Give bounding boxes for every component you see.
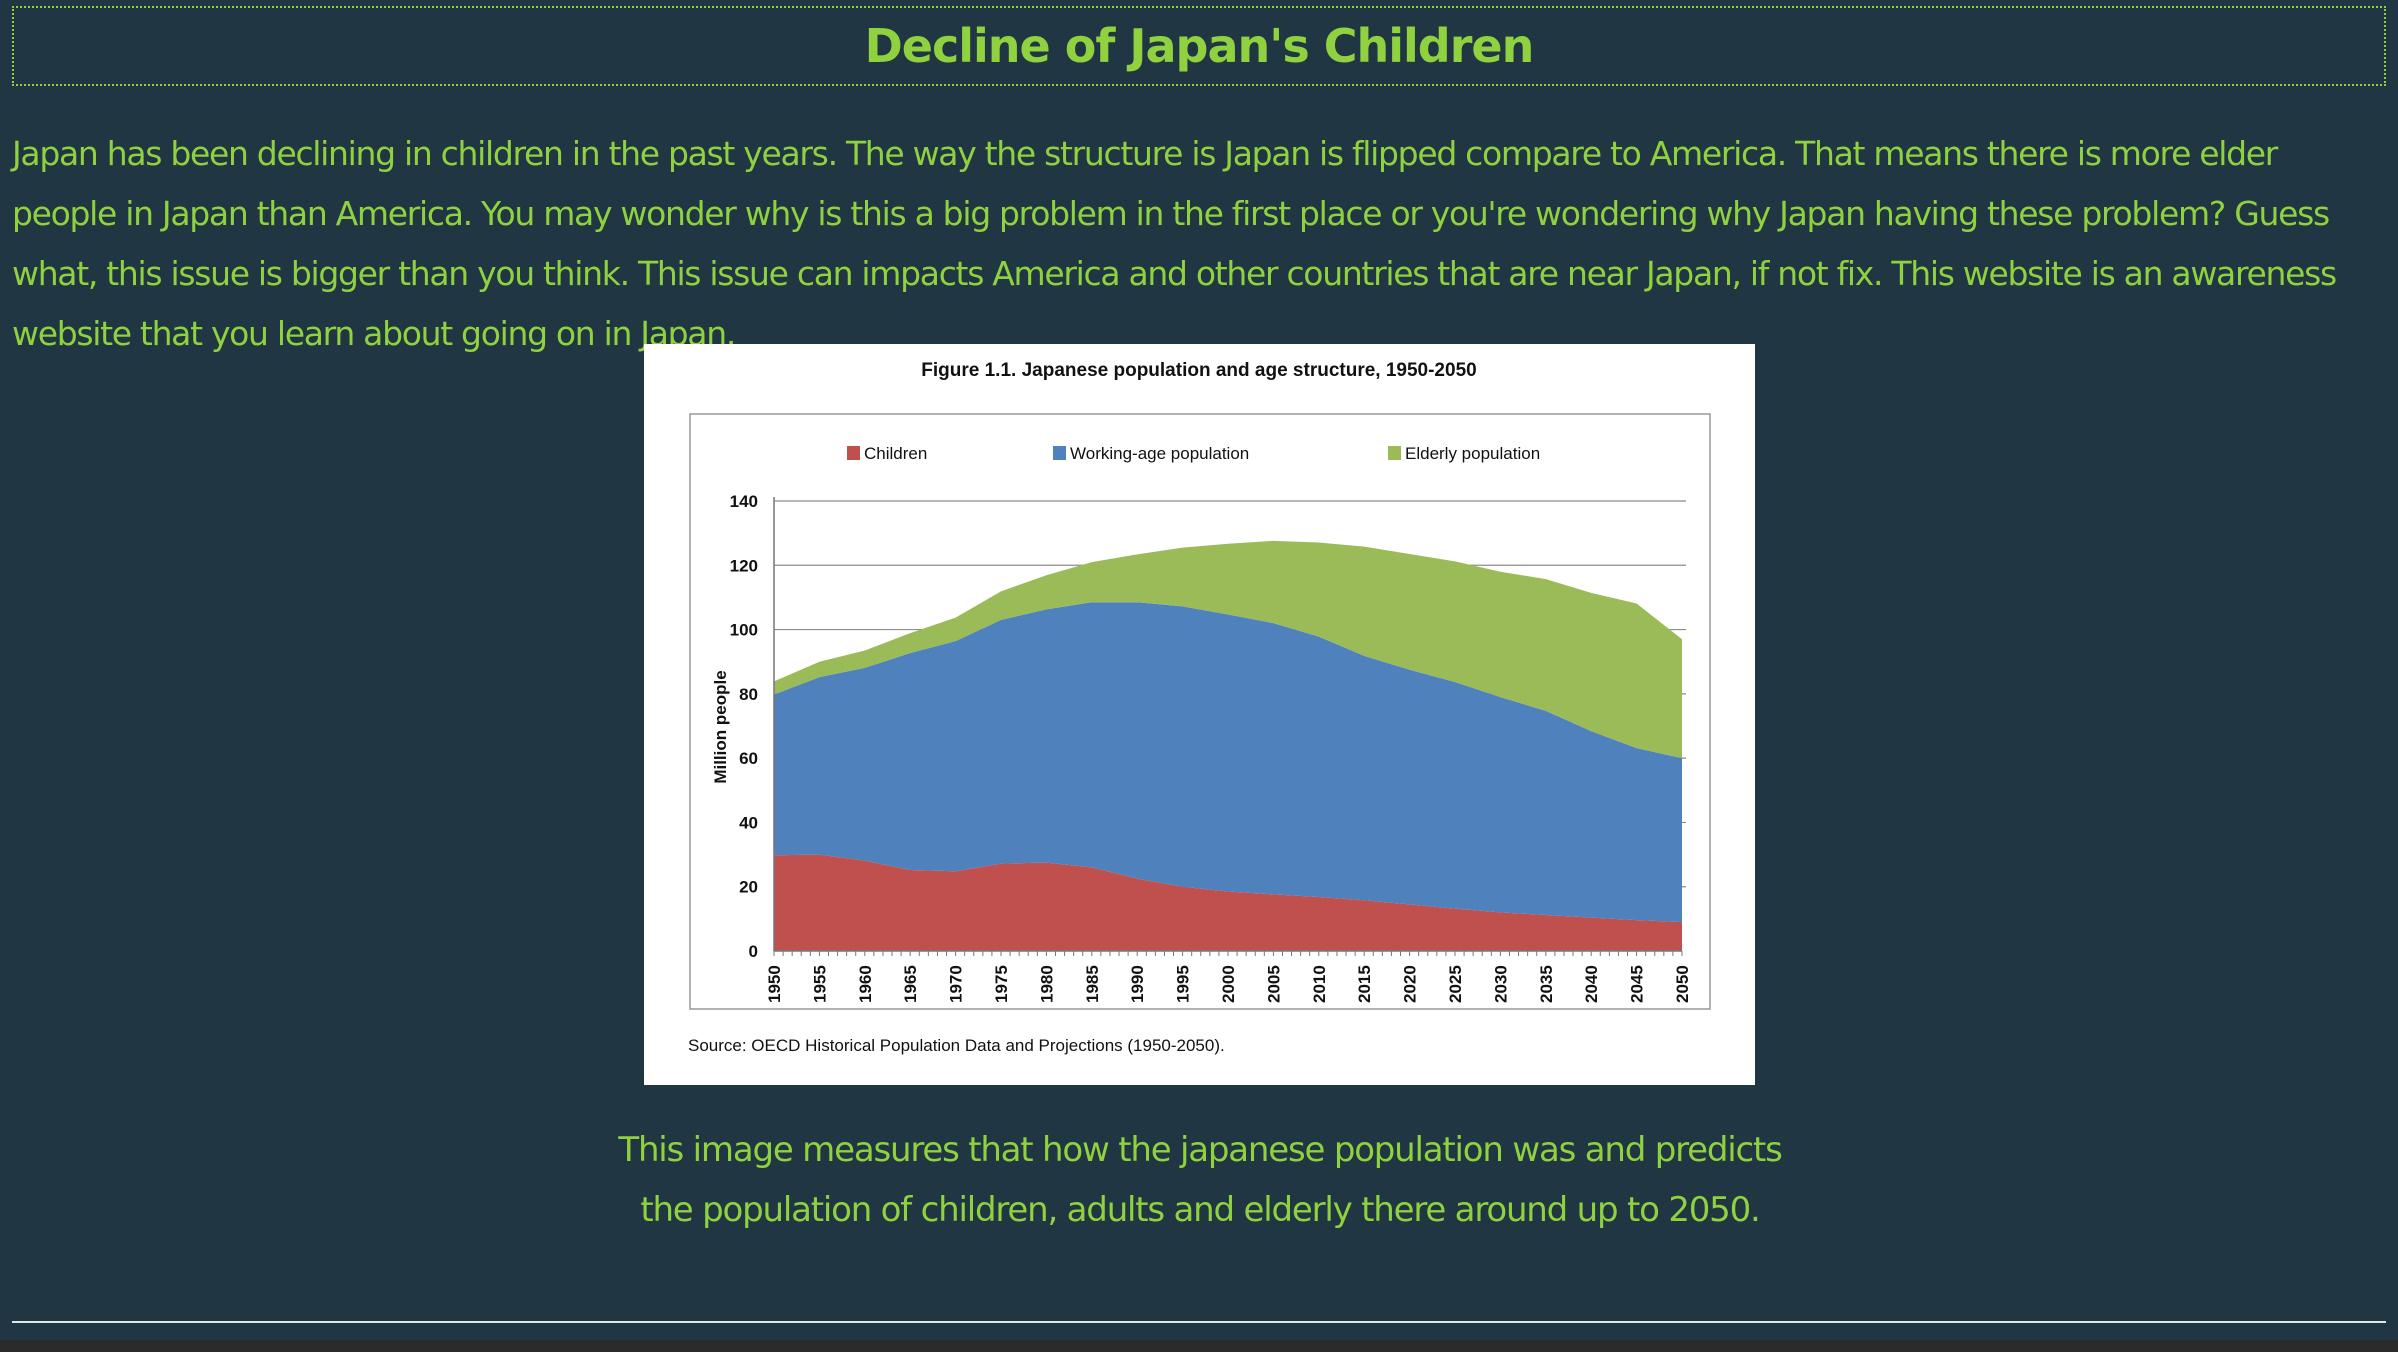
population-chart: Figure 1.1. Japanese population and age …: [688, 360, 1711, 1055]
x-tick-label: 1980: [1037, 965, 1056, 1003]
chart-title: Figure 1.1. Japanese population and age …: [921, 360, 1476, 381]
page-title-box: Decline of Japan's Children: [12, 6, 2386, 86]
chart-legend: Children Working-age population Elderly po…: [847, 444, 1540, 463]
x-tick-label: 2050: [1673, 965, 1692, 1003]
chart-areas: [774, 540, 1682, 951]
caption-line-1: This image measures that how the japanes…: [618, 1130, 1782, 1170]
caption-line-2: the population of children, adults and e…: [640, 1190, 1761, 1230]
y-tick-label: 140: [730, 492, 758, 511]
x-tick-label: 2000: [1219, 965, 1238, 1003]
x-tick-label: 1985: [1083, 965, 1102, 1003]
page-title: Decline of Japan's Children: [864, 19, 1535, 73]
intro-paragraph: Japan has been declining in children in …: [12, 134, 2337, 353]
x-tick-label: 2040: [1582, 965, 1601, 1003]
x-tick-label: 2015: [1355, 965, 1374, 1003]
y-tick-label: 0: [749, 942, 758, 961]
chart-source: Source: OECD Historical Population Data …: [688, 1036, 1225, 1055]
y-tick-label: 40: [739, 813, 758, 832]
y-axis-label: Million people: [711, 670, 730, 783]
x-tick-label: 2045: [1628, 965, 1647, 1003]
legend-swatch-elderly-population: [1388, 446, 1401, 460]
legend-label-children: Children: [864, 444, 927, 463]
figure-image: Figure 1.1. Japanese population and age …: [644, 344, 1755, 1085]
x-tick-label: 2020: [1401, 965, 1420, 1003]
legend-label-elderly-population: Elderly population: [1405, 444, 1540, 463]
x-tick-label: 2030: [1491, 965, 1510, 1003]
y-tick-label: 20: [739, 878, 758, 897]
x-tick-label: 1995: [1174, 965, 1193, 1003]
x-tick-label: 1965: [901, 965, 920, 1003]
x-tick-label: 1960: [856, 965, 875, 1003]
legend-swatch-working-age-population: [1053, 446, 1066, 460]
y-tick-label: 120: [730, 556, 758, 575]
y-tick-label: 100: [730, 621, 758, 640]
y-tick-label: 60: [739, 749, 758, 768]
x-tick-label: 1975: [992, 965, 1011, 1003]
horizontal-divider: [12, 1321, 2386, 1323]
image-caption: This image measures that how the japanes…: [600, 1120, 1800, 1240]
y-tick-label: 80: [739, 685, 758, 704]
legend-swatch-children: [847, 446, 860, 460]
x-tick-label: 1955: [810, 965, 829, 1003]
legend-label-working-age-population: Working-age population: [1070, 444, 1249, 463]
area-working-age-population: [774, 602, 1682, 923]
footer-strip: [0, 1340, 2398, 1352]
area-elderly-population: [774, 540, 1682, 759]
plot-frame: [689, 413, 1711, 1010]
x-tick-label: 2005: [1264, 965, 1283, 1003]
x-tick-label: 1970: [947, 965, 966, 1003]
x-tick-label: 2025: [1446, 965, 1465, 1003]
x-tick-label: 1990: [1128, 965, 1147, 1003]
x-tick-label: 2010: [1310, 965, 1329, 1003]
x-tick-label: 1950: [765, 965, 784, 1003]
area-children: [774, 854, 1682, 951]
x-tick-label: 2035: [1537, 965, 1556, 1003]
